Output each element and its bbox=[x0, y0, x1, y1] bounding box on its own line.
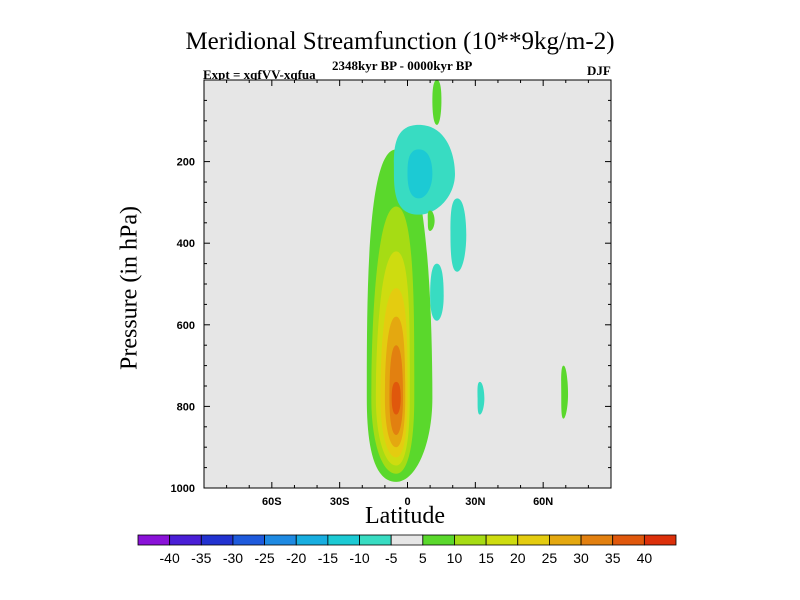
colorbar-swatch bbox=[137, 534, 171, 546]
colorbar-label: -20 bbox=[286, 550, 306, 566]
colorbar-label: -15 bbox=[318, 550, 338, 566]
x-tick-label: 60S bbox=[262, 496, 282, 508]
x-tick-label: 30S bbox=[330, 496, 350, 508]
colorbar-label: 40 bbox=[637, 550, 653, 566]
season-label: DJF bbox=[587, 63, 611, 78]
colorbar-swatch bbox=[200, 534, 234, 546]
contour-negative-blip-30n bbox=[477, 381, 485, 415]
colorbar-label: 5 bbox=[419, 550, 427, 566]
colorbar-label: 25 bbox=[542, 550, 558, 566]
colorbar-swatch bbox=[517, 534, 550, 546]
colorbar-label: -30 bbox=[223, 550, 243, 566]
colorbar-swatch bbox=[264, 534, 297, 546]
colorbar-swatch bbox=[612, 534, 645, 546]
x-tick-label: 0 bbox=[404, 496, 410, 508]
colorbar-label: 20 bbox=[510, 550, 526, 566]
colorbar-swatch bbox=[485, 534, 519, 546]
x-tick-label: 30N bbox=[465, 496, 485, 508]
colorbar-label: 35 bbox=[605, 550, 621, 566]
colorbar-label: -25 bbox=[254, 550, 274, 566]
period-label: 2348kyr BP - 0000kyr BP bbox=[332, 58, 473, 73]
colorbar-swatch bbox=[390, 534, 424, 546]
y-tick-label: 200 bbox=[177, 157, 195, 169]
contour-fills bbox=[366, 80, 569, 482]
experiment-label: Expt = xqfVV-xqfua bbox=[203, 67, 316, 82]
contour-negative-streak-mid bbox=[430, 263, 444, 321]
colorbar-swatch bbox=[643, 534, 677, 546]
contour-negative-streak-east bbox=[450, 198, 467, 272]
x-tick-label: 60N bbox=[533, 496, 553, 508]
colorbar-label: 30 bbox=[573, 550, 589, 566]
colorbar-label: -5 bbox=[385, 550, 398, 566]
colorbar-swatch bbox=[549, 534, 582, 546]
contour-negative-cell-inner bbox=[407, 149, 433, 199]
colorbar-swatch bbox=[295, 534, 329, 546]
colorbar-swatch bbox=[422, 534, 455, 546]
y-tick-label: 600 bbox=[177, 320, 195, 332]
colorbar-swatch bbox=[454, 534, 487, 546]
colorbar-swatch bbox=[580, 534, 614, 546]
y-tick-label: 1000 bbox=[171, 483, 195, 495]
y-tick-label: 400 bbox=[177, 238, 195, 250]
colorbar-swatch bbox=[232, 534, 265, 546]
colorbar-label: -10 bbox=[349, 550, 369, 566]
colorbar-swatch bbox=[169, 534, 202, 546]
x-axis-label: Latitude bbox=[365, 503, 445, 529]
colorbar-label: 10 bbox=[447, 550, 463, 566]
colorbar-label: -40 bbox=[160, 550, 180, 566]
colorbar-swatch bbox=[359, 534, 392, 546]
colorbar-label: 15 bbox=[478, 550, 494, 566]
colorbar-label: -35 bbox=[191, 550, 211, 566]
chart-title: Meridional Streamfunction (10**9kg/m-2) bbox=[185, 28, 615, 55]
y-tick-label: 800 bbox=[177, 401, 195, 413]
plot-frame bbox=[203, 79, 612, 489]
colorbar: -40 -35 -30 -25 -20 -15 -10 -5 5 10 15 20 25 30 35 40 bbox=[137, 534, 677, 566]
colorbar-swatch bbox=[327, 534, 360, 546]
contour-positive-blip-small bbox=[427, 210, 435, 231]
axis-ticks: 60S 30S 0 30N 60N 200 400 600 800 1000 bbox=[171, 80, 611, 508]
contour-upper-positive-strip bbox=[432, 80, 442, 125]
contour-positive-blip-north bbox=[561, 365, 569, 419]
contour-positive-cell-core bbox=[391, 381, 401, 415]
